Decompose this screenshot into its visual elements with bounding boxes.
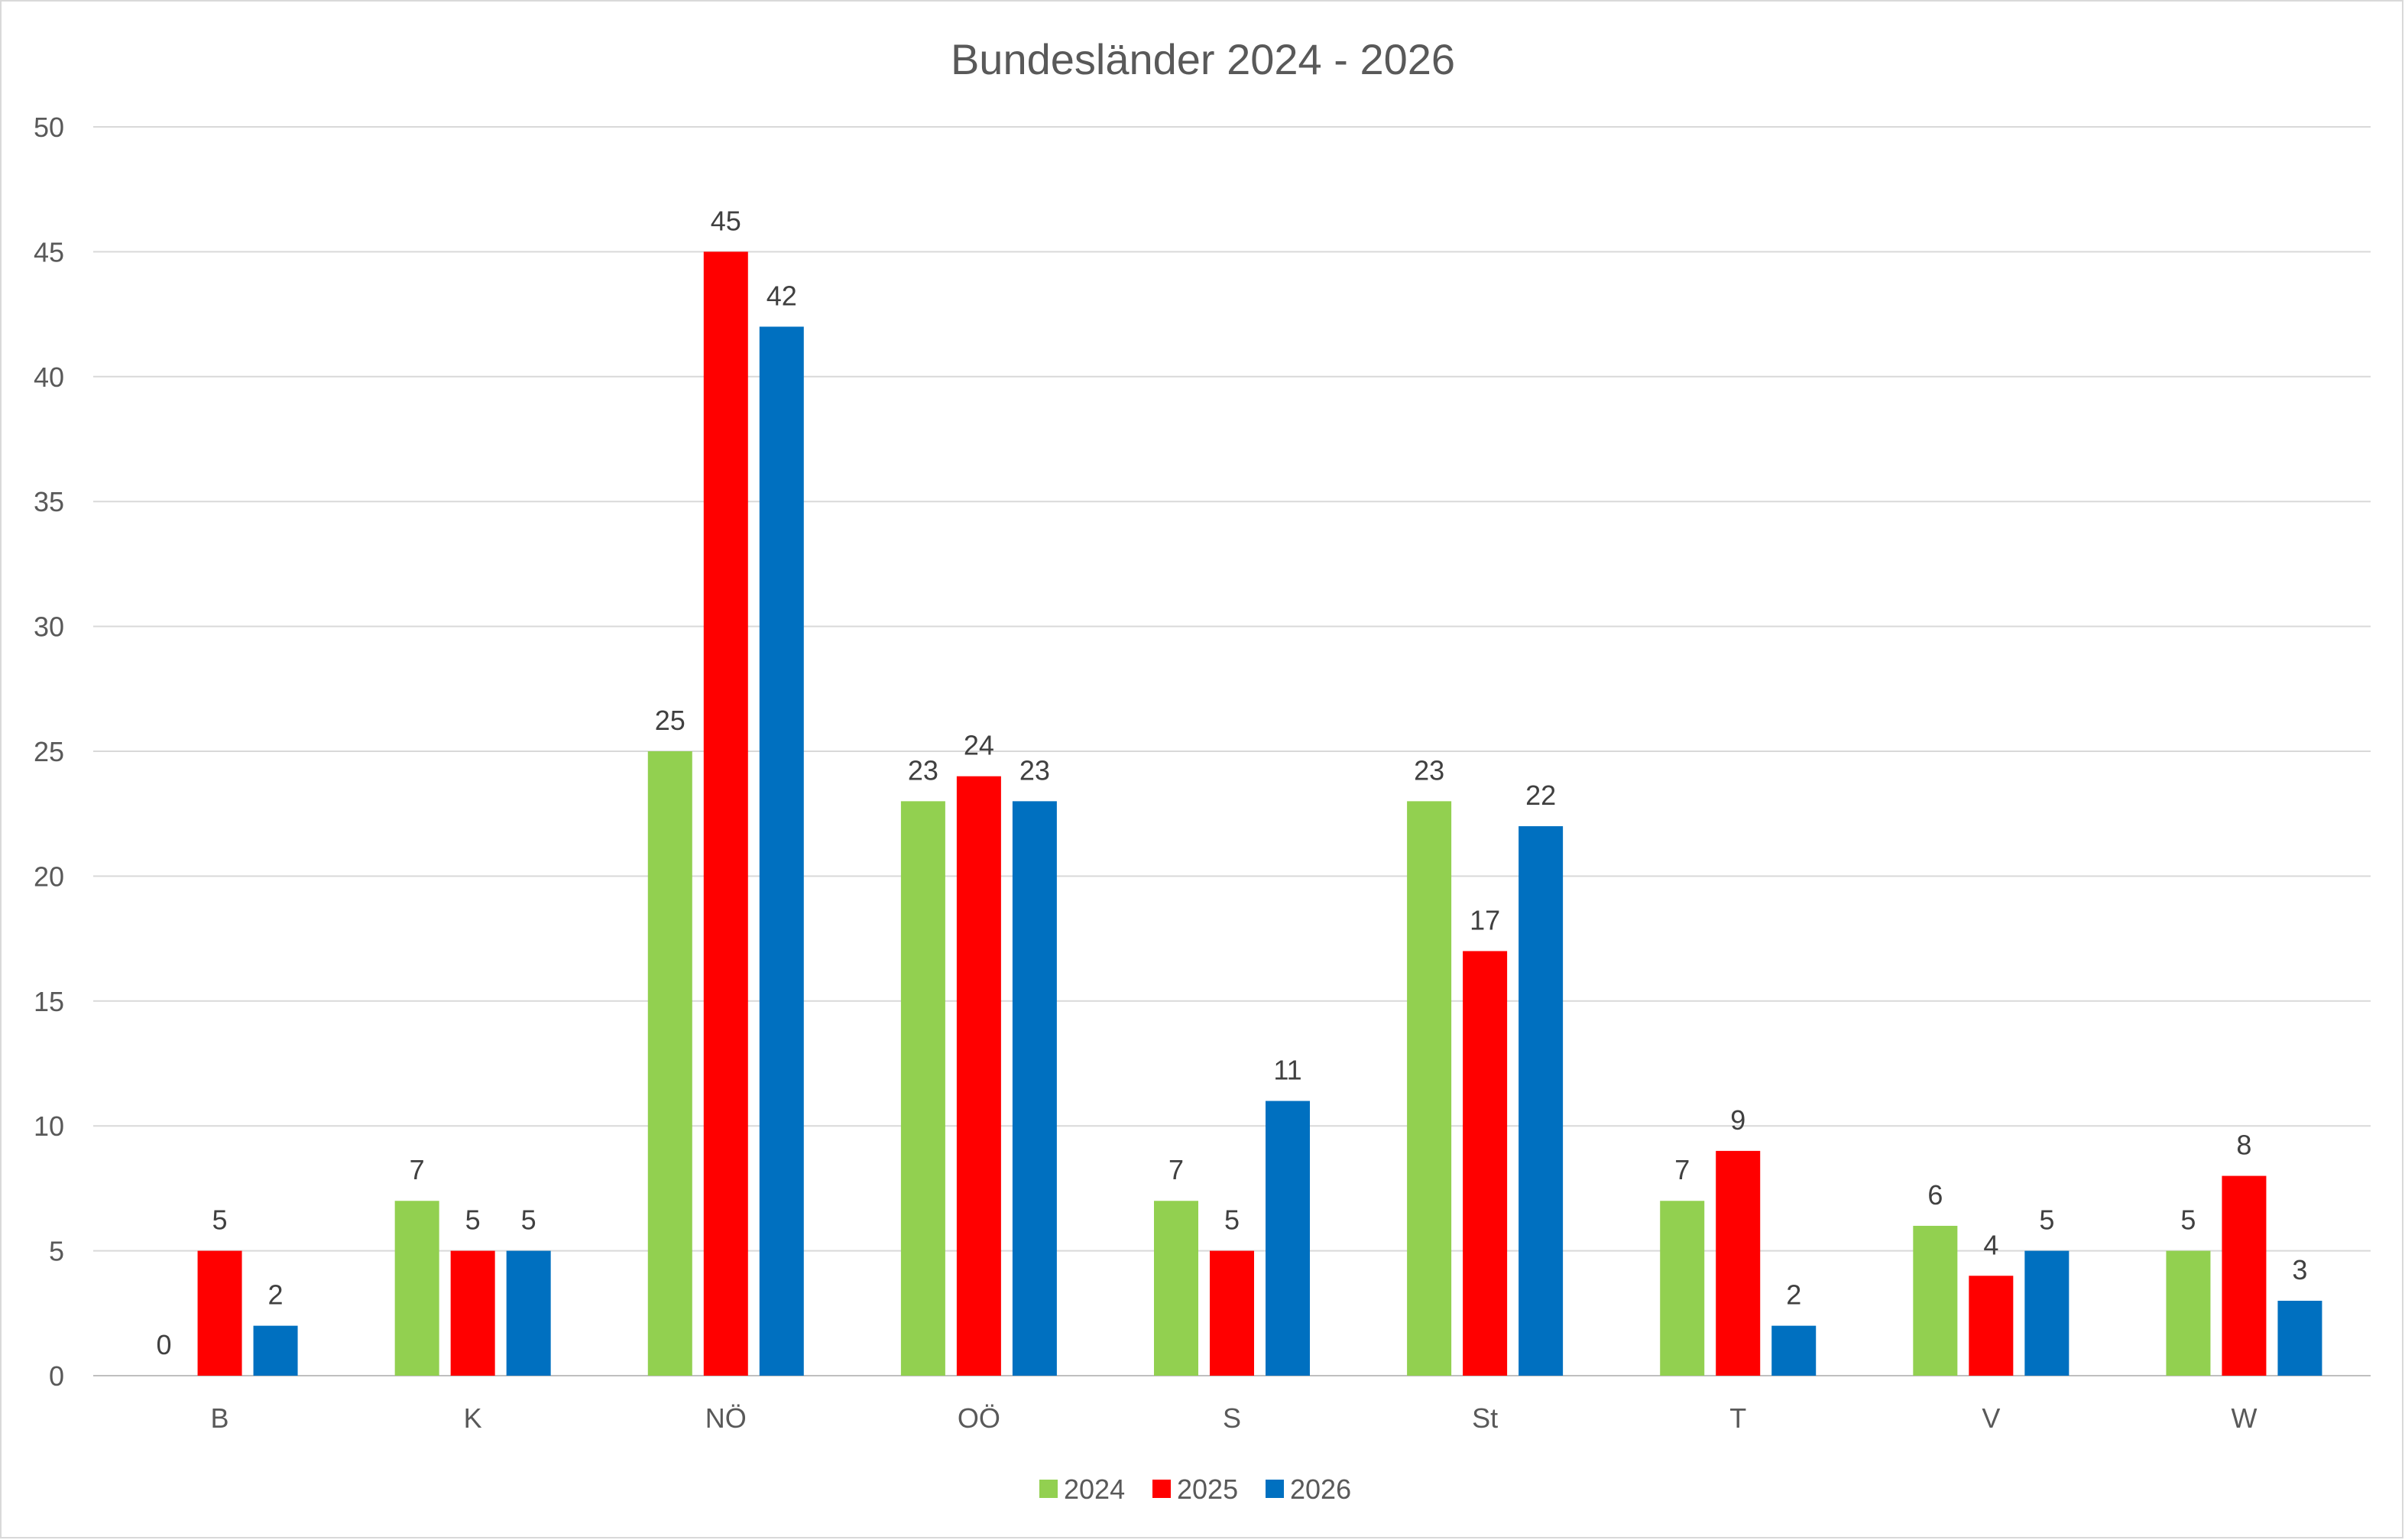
data-label: 7 — [1674, 1154, 1690, 1185]
data-label: 25 — [655, 705, 686, 736]
bar-2025-B — [197, 1250, 242, 1376]
bar-2026-St — [1519, 826, 1564, 1376]
bar-2024-K — [394, 1201, 439, 1376]
y-tick-label: 35 — [34, 486, 64, 517]
bar-2026-W — [2277, 1300, 2322, 1376]
bar-2024-St — [1407, 801, 1452, 1376]
x-tick-label: S — [1223, 1402, 1241, 1434]
bar-2025-W — [2222, 1175, 2267, 1376]
y-tick-label: 30 — [34, 611, 64, 643]
x-tick-label: St — [1472, 1402, 1498, 1434]
bar-2025-S — [1210, 1250, 1254, 1376]
y-tick-label: 15 — [34, 986, 64, 1017]
data-label: 3 — [2292, 1254, 2307, 1285]
data-label: 5 — [465, 1204, 481, 1236]
data-label: 42 — [767, 280, 797, 311]
bar-2024-S — [1154, 1201, 1198, 1376]
x-axis: B K NÖ OÖ S St T V W — [211, 1402, 2258, 1434]
data-label: 8 — [2236, 1130, 2251, 1161]
y-axis: 0 5 10 15 20 25 30 35 40 45 50 — [34, 112, 64, 1392]
data-label: 7 — [410, 1154, 425, 1185]
chart-title: Bundesländer 2024 - 2026 — [951, 35, 1455, 83]
legend-swatch — [1039, 1480, 1058, 1498]
data-label: 4 — [1983, 1229, 1998, 1260]
y-tick-label: 5 — [49, 1236, 64, 1267]
bar-2025-St — [1463, 951, 1508, 1376]
bar-2026-V — [2024, 1250, 2070, 1376]
data-label: 5 — [212, 1204, 228, 1236]
legend: 2024 2025 2026 — [1039, 1474, 1351, 1505]
legend-label: 2025 — [1177, 1474, 1238, 1505]
legend-swatch — [1152, 1480, 1171, 1498]
data-label: 5 — [1224, 1204, 1240, 1236]
x-tick-label: T — [1729, 1402, 1746, 1434]
bar-2025-OÖ — [956, 776, 1001, 1376]
y-tick-label: 10 — [34, 1110, 64, 1142]
bar-2026-OÖ — [1012, 801, 1057, 1376]
data-label: 7 — [1168, 1154, 1184, 1185]
y-tick-label: 25 — [34, 736, 64, 767]
x-tick-label: NÖ — [705, 1402, 747, 1434]
x-tick-label: OÖ — [958, 1402, 1000, 1434]
data-label: 23 — [1019, 754, 1050, 786]
data-label: 5 — [521, 1204, 536, 1236]
bar-2026-S — [1266, 1101, 1310, 1376]
data-label: 0 — [157, 1329, 172, 1360]
legend-label: 2024 — [1064, 1474, 1125, 1505]
bars — [197, 251, 2322, 1376]
data-label: 9 — [1730, 1104, 1745, 1136]
bar-2024-T — [1660, 1201, 1705, 1376]
data-label: 5 — [2180, 1204, 2196, 1236]
data-label: 2 — [268, 1279, 284, 1311]
data-label: 24 — [964, 730, 994, 761]
data-label: 17 — [1470, 904, 1500, 935]
y-tick-label: 50 — [34, 112, 64, 143]
data-label: 23 — [908, 754, 938, 786]
y-tick-label: 0 — [49, 1360, 64, 1392]
x-tick-label: K — [464, 1402, 482, 1434]
bar-2024-V — [1913, 1225, 1958, 1376]
y-tick-label: 45 — [34, 236, 64, 267]
y-tick-label: 20 — [34, 861, 64, 892]
x-tick-label: V — [1982, 1402, 2000, 1434]
bar-2024-NÖ — [647, 751, 692, 1376]
gridlines — [93, 126, 2371, 1376]
data-label: 22 — [1525, 780, 1556, 811]
bar-2025-T — [1716, 1150, 1761, 1376]
legend-swatch — [1266, 1480, 1284, 1498]
legend-label: 2026 — [1290, 1474, 1351, 1505]
bar-2025-K — [450, 1250, 495, 1376]
x-tick-label: W — [2231, 1402, 2257, 1434]
data-label: 2 — [1786, 1279, 1801, 1311]
bar-2026-K — [506, 1250, 551, 1376]
bar-2024-W — [2166, 1250, 2211, 1376]
data-label: 45 — [711, 205, 741, 236]
data-label: 6 — [1927, 1179, 1943, 1211]
x-tick-label: B — [211, 1402, 229, 1434]
bar-2026-NÖ — [759, 326, 804, 1376]
data-label: 23 — [1414, 754, 1444, 786]
data-label: 11 — [1273, 1055, 1301, 1086]
bar-2025-V — [1969, 1276, 2014, 1376]
bar-2025-NÖ — [703, 251, 748, 1376]
data-label: 5 — [2039, 1204, 2054, 1236]
bar-2024-OÖ — [900, 801, 945, 1376]
bar-2026-B — [253, 1325, 298, 1376]
bar-2026-T — [1771, 1325, 1817, 1376]
y-tick-label: 40 — [34, 361, 64, 393]
